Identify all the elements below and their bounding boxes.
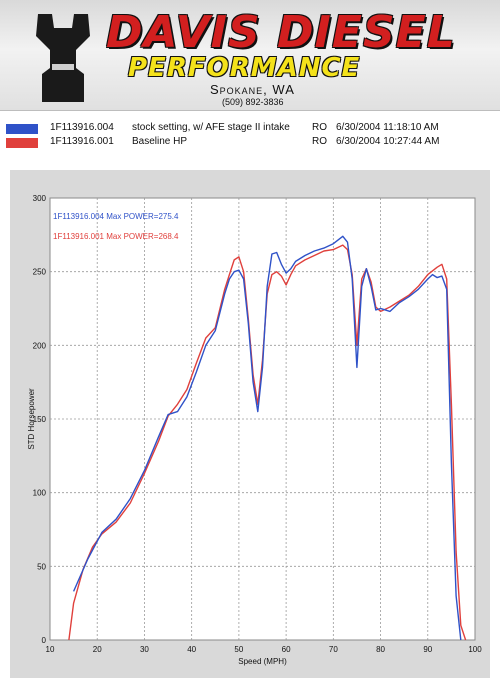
brand-subtitle: PERFORMANCE [128,53,361,83]
chart-frame: 10 20 30 40 50 60 70 80 90 100 0 50 100 150 200 250 300 … [10,170,490,678]
y-tick-label: 300 [33,194,47,203]
run-description: stock setting, w/ AFE stage II intake [132,122,290,133]
brand-name: DAVIS DIESEL [106,7,456,58]
x-tick-label: 30 [140,645,149,654]
legend-entry: 1F113916.004 Max POWER=275.4 [53,212,179,221]
run-operator: RO [312,122,327,133]
run-color-swatch [6,124,38,134]
wrench-logo-icon [36,14,90,102]
y-tick-label: 50 [37,562,46,571]
run-operator: RO [312,136,327,147]
series-line-0 [72,235,462,641]
y-tick-label: 250 [33,268,47,277]
x-tick-label: 70 [329,645,338,654]
x-tick-label: 20 [93,645,102,654]
x-tick-label: 40 [187,645,196,654]
x-tick-label: 90 [423,645,432,654]
x-tick-label: 80 [376,645,385,654]
y-tick-label: 200 [33,341,47,350]
x-tick-label: 10 [46,645,55,654]
y-tick-label: 0 [42,636,47,645]
axes: 10 20 30 40 50 60 70 80 90 100 0 50 100 150 200 250 300 [33,194,483,654]
y-tick-label: 100 [33,489,47,498]
x-tick-label: 50 [234,645,243,654]
run-date: 6/30/2004 11:18:10 AM [336,122,439,133]
x-tick-label: 60 [282,645,291,654]
chart-legend: 1F113916.004 Max POWER=275.4 1F113916.001… [53,212,179,241]
series-layer [68,235,467,641]
run-row: 1F113916.004 stock setting, w/ AFE stage… [0,122,500,136]
y-tick-label: 150 [33,415,47,424]
brand-phone: (509) 892-3836 [222,97,284,107]
brand-city: Spokane, WA [210,82,295,97]
y-axis-title: STD Horsepower [27,388,36,450]
run-row: 1F113916.001 Baseline HP RO 6/30/2004 10… [0,136,500,150]
dyno-chart: 10 20 30 40 50 60 70 80 90 100050100150200250300 … [27,194,483,666]
run-color-swatch [6,138,38,148]
grid [50,198,475,640]
x-tick-label: 100 [468,645,482,654]
header-banner: DAVIS DIESEL PERFORMANCE Spokane, WA (50… [0,0,500,111]
legend-entry: 1F113916.001 Max POWER=268.4 [53,232,179,241]
run-file: 1F113916.004 [50,122,114,133]
run-date: 6/30/2004 10:27:44 AM [336,136,440,147]
run-legend: 1F113916.004 stock setting, w/ AFE stage… [0,118,500,154]
run-description: Baseline HP [132,136,188,147]
x-axis-title: Speed (MPH) [238,657,287,666]
run-file: 1F113916.001 [50,136,114,147]
